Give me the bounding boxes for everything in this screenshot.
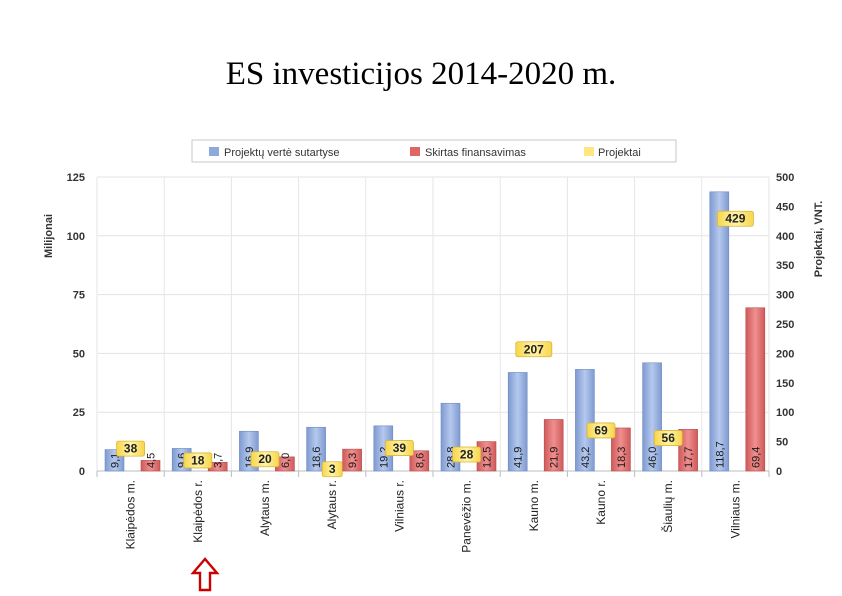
projektai-label-box — [586, 422, 616, 439]
category-label: Alytaus r. — [325, 480, 339, 529]
bar-skirtas-finansavimas — [342, 448, 362, 472]
data-label-projektu-verte: 18,6 — [311, 447, 323, 468]
y2-tick-label: 300 — [776, 290, 794, 302]
legend: Projektų vertė sutartyse Skirtas finansav… — [191, 139, 677, 163]
data-label-skirtas-finansavimas: 4,5 — [146, 453, 158, 468]
bar-projektu-verte — [575, 369, 595, 472]
project-labels: 38 18 20 3 39 28 207 69 56 429 — [116, 210, 754, 478]
category-labels: Klaipėdos m. Klaipėdos r. Alytaus m. Alytau… — [124, 480, 743, 553]
y2-tick-label: 450 — [776, 201, 794, 213]
projektai-label-box — [717, 210, 754, 227]
category-label: Klaipėdos m. — [124, 480, 138, 549]
projektai-label-box — [452, 446, 482, 463]
category-label: Klaipėdos r. — [191, 480, 205, 543]
data-label-skirtas-finansavimas: 8,6 — [414, 453, 426, 468]
projektai-label: 38 — [124, 442, 138, 456]
data-label-skirtas-finansavimas: 3,7 — [213, 453, 225, 468]
data-label-projektu-verte: 118,7 — [714, 441, 726, 468]
y2-tick-label: 350 — [776, 260, 794, 272]
axes: 0 25 50 75 100 125 0 50 100 150 200 250 300 350 400 450… — [43, 172, 825, 478]
bar-skirtas-finansavimas — [140, 460, 161, 472]
data-label-skirtas-finansavimas: 21,9 — [549, 447, 561, 468]
bar-projektu-verte — [709, 191, 730, 472]
bar-skirtas-finansavimas — [678, 429, 698, 472]
category-label: Kauno m. — [527, 480, 541, 531]
category-label: Kauno r. — [594, 480, 608, 525]
projektai-label: 20 — [258, 452, 272, 466]
projektai-label: 69 — [594, 423, 608, 437]
data-label-skirtas-finansavimas: 69,4 — [750, 447, 762, 468]
y2-tick-label: 0 — [776, 466, 782, 478]
data-label-projektu-verte: 41,9 — [513, 447, 525, 468]
page-title: ES investicijos 2014-2020 m. — [225, 56, 617, 92]
bar-skirtas-finansavimas — [745, 307, 766, 472]
data-label-skirtas-finansavimas: 12,5 — [482, 447, 494, 468]
projektai-label: 429 — [725, 212, 745, 226]
y2-tick-label: 250 — [776, 319, 794, 331]
category-label: Vilniaus r. — [392, 480, 406, 532]
data-label-projektu-verte: 43,2 — [580, 447, 592, 468]
y-tick-label: 0 — [79, 466, 85, 478]
projektai-label-box — [116, 440, 145, 457]
data-label-skirtas-finansavimas: 18,3 — [616, 447, 628, 468]
projektai-label-box — [384, 440, 414, 456]
legend-entry: Projektų vertė sutartyse — [224, 147, 340, 159]
data-label-skirtas-finansavimas: 17,7 — [683, 447, 695, 468]
projektai-label-box — [183, 452, 213, 469]
category-label: Vilniaus m. — [728, 480, 742, 538]
annotation — [190, 557, 220, 592]
y-tick-label: 100 — [67, 231, 85, 243]
y2-tick-label: 500 — [776, 172, 794, 184]
legend-entry: Projektai — [598, 147, 641, 159]
legend-swatch — [209, 147, 219, 156]
red-arrow-up-icon — [190, 557, 220, 592]
category-label: Šiaulių m. — [660, 480, 675, 533]
legend-box — [191, 139, 677, 163]
projektai-label: 39 — [393, 441, 407, 455]
bars — [104, 191, 766, 472]
projektai-label: 207 — [524, 342, 544, 356]
y-tick-label: 25 — [73, 407, 85, 419]
bar-projektu-verte — [306, 426, 326, 472]
y2-tick-label: 50 — [776, 437, 788, 449]
projektai-label-box — [250, 451, 280, 468]
category-label: Panevėžio m. — [460, 480, 474, 553]
bar-skirtas-finansavimas — [611, 427, 631, 472]
y-tick-label: 125 — [67, 172, 85, 184]
projektai-label: 3 — [329, 462, 336, 476]
y-tick-label: 50 — [73, 348, 85, 360]
bar-skirtas-finansavimas — [409, 450, 430, 472]
projektai-label-box — [321, 461, 343, 478]
projektai-label: 18 — [191, 453, 205, 467]
gridlines — [96, 176, 770, 472]
projektai-label-box — [515, 341, 553, 358]
legend-entry: Skirtas finansavimas — [425, 147, 526, 159]
legend-swatch — [584, 147, 594, 156]
legend-swatch — [410, 147, 420, 156]
data-label-projektu-verte: 46,0 — [647, 447, 659, 468]
bar-skirtas-finansavimas — [543, 419, 564, 472]
y2-tick-label: 200 — [776, 348, 794, 360]
projektai-label-box — [653, 430, 683, 446]
data-label-skirtas-finansavimas: 9,3 — [347, 453, 359, 468]
projektai-label: 28 — [460, 448, 474, 462]
projektai-label: 56 — [662, 431, 676, 445]
y2-axis-title: Projektai, VNT. — [813, 201, 825, 277]
y2-tick-label: 400 — [776, 231, 794, 243]
y-tick-label: 75 — [73, 290, 85, 302]
y-axis-title: Milijonai — [43, 214, 55, 258]
data-label-skirtas-finansavimas: 6,0 — [280, 453, 292, 468]
category-label: Alytaus m. — [258, 480, 272, 536]
y2-tick-label: 100 — [776, 407, 794, 419]
bar-projektu-verte — [507, 372, 528, 472]
y2-tick-label: 150 — [776, 378, 794, 390]
